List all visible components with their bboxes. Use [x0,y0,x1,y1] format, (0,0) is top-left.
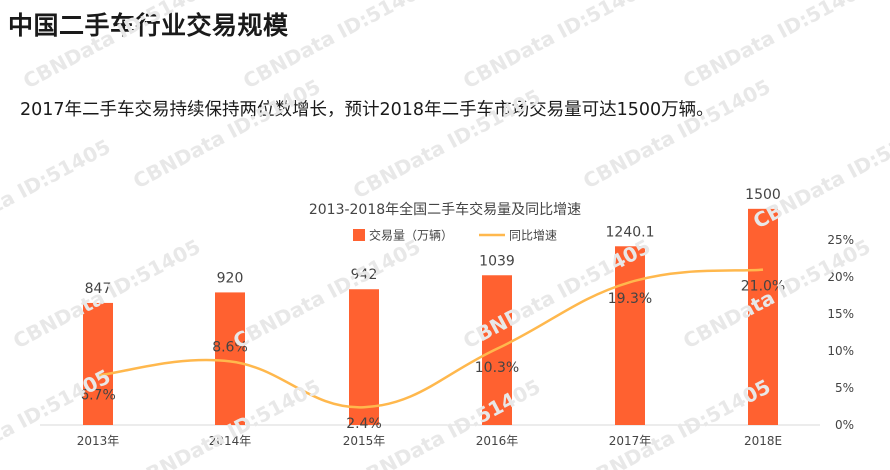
x-axis: 2013年 2014年 2015年 2016年 2017年 2018E [40,424,820,448]
x-tick-label: 2018E [744,434,782,448]
x-tick-label: 2017年 [609,434,652,448]
bar [215,292,245,425]
growth-value-label: 10.3% [475,360,519,376]
bar-value-label: 1240.1 [606,224,655,240]
growth-line [97,268,764,409]
right-y-axis: 0% 5% 10% 15% 20% 25% [827,233,854,432]
right-tick-label: 25% [827,233,854,247]
bar-value-label: 1500 [745,187,781,203]
bar-value-label: 942 [351,267,378,283]
right-tick-label: 0% [835,418,854,432]
bar-value-label: 920 [217,270,244,286]
growth-value-label: 6.7% [80,387,116,403]
legend-bar-label: 交易量（万辆） [369,228,453,243]
summary-text: 2017年二手车交易持续保持两位数增长，预计2018年二手车市场交易量可达150… [20,100,714,120]
bar-value-label: 847 [85,281,112,297]
right-tick-label: 5% [835,381,854,395]
x-tick-label: 2013年 [77,434,120,448]
right-tick-label: 15% [827,307,854,321]
growth-value-label: 2.4% [346,416,382,432]
bar-series [83,208,778,425]
data-labels: 847 920 942 1039 1240.1 1500 6.7% 8.6% 2.4% 10.3%… [80,187,785,432]
page-title: 中国二手车行业交易规模 [8,11,289,40]
x-tick-label: 2015年 [343,434,386,448]
chart-title: 2013-2018年全国二手车交易量及同比增速 [308,202,582,218]
legend-line-label: 同比增速 [509,229,557,243]
bar-value-label: 1039 [479,253,515,269]
right-tick-label: 10% [827,344,854,358]
x-tick-label: 2016年 [476,434,519,448]
x-tick-label: 2014年 [209,434,252,448]
bar [349,289,379,425]
right-tick-label: 20% [827,270,854,284]
legend-bar-swatch [353,229,365,241]
bar [615,246,645,425]
growth-value-label: 8.6% [212,339,248,355]
line-series [97,268,764,409]
growth-value-label: 21.0% [741,279,785,295]
bar [83,302,113,425]
bar [748,208,778,425]
growth-value-label: 19.3% [608,291,652,307]
chart-legend: 交易量（万辆） 同比增速 [353,228,557,243]
